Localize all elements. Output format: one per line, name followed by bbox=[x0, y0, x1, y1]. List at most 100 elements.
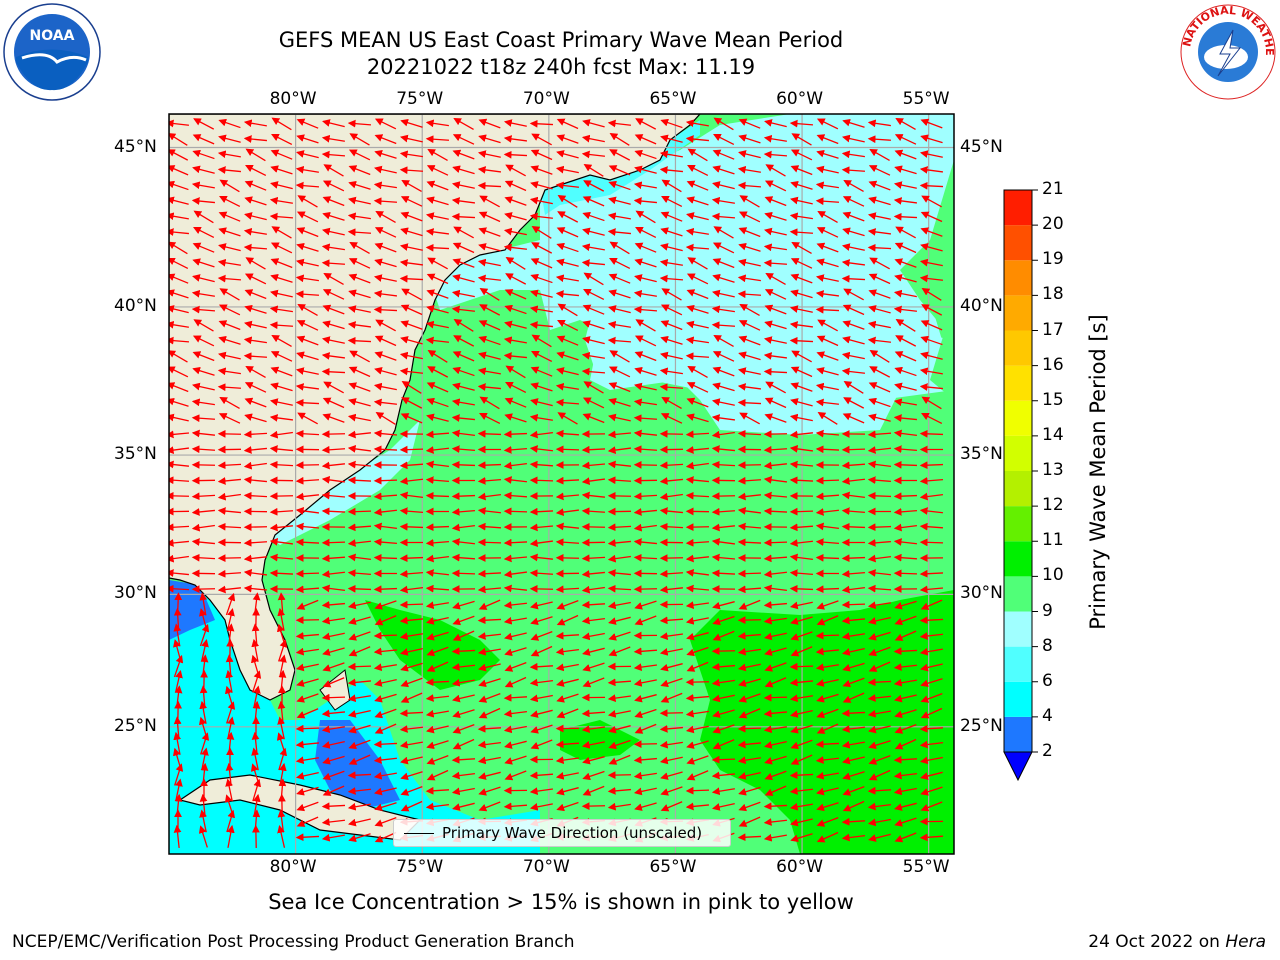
wave-arrow bbox=[426, 305, 449, 314]
wave-arrow bbox=[243, 538, 268, 547]
wave-arrow bbox=[243, 554, 268, 563]
wave-arrow bbox=[529, 569, 554, 578]
wave-arrow bbox=[218, 134, 241, 143]
wave-arrow bbox=[763, 538, 788, 547]
wave-arrow bbox=[399, 554, 424, 563]
wave-arrow bbox=[867, 320, 891, 329]
wave-arrow bbox=[295, 290, 320, 299]
wave-arrow bbox=[893, 429, 917, 438]
wave-arrow bbox=[789, 523, 814, 532]
wave-arrow bbox=[269, 507, 294, 516]
wave-arrow bbox=[712, 258, 735, 269]
wave-arrow bbox=[685, 523, 710, 532]
wave-arrow bbox=[503, 119, 527, 127]
wave-arrow bbox=[659, 150, 683, 159]
wave-arrow bbox=[921, 287, 942, 301]
wave-arrow bbox=[243, 119, 267, 128]
wave-arrow bbox=[322, 180, 345, 192]
wave-arrow bbox=[739, 195, 760, 208]
wave-arrow bbox=[400, 304, 423, 316]
wave-arrow bbox=[477, 538, 502, 547]
wave-arrow bbox=[348, 273, 371, 284]
wave-arrow bbox=[609, 241, 630, 255]
wave-arrow bbox=[451, 212, 476, 221]
wave-arrow bbox=[581, 243, 605, 252]
wave-arrow bbox=[192, 165, 215, 174]
wave-arrow bbox=[243, 336, 267, 345]
wave-arrow bbox=[451, 523, 475, 532]
wave-arrow bbox=[608, 366, 631, 378]
wave-arrow bbox=[452, 149, 475, 160]
wave-arrow bbox=[867, 336, 892, 345]
wave-arrow bbox=[919, 522, 944, 531]
wave-arrow bbox=[295, 429, 320, 438]
wave-arrow bbox=[426, 413, 449, 422]
wave-arrow bbox=[737, 476, 762, 485]
wave-arrow bbox=[607, 771, 632, 780]
wave-arrow bbox=[244, 304, 267, 314]
wave-arrow bbox=[607, 554, 631, 563]
wave-arrow bbox=[555, 445, 580, 454]
wave-arrow bbox=[271, 334, 292, 347]
wave-arrow bbox=[607, 446, 631, 454]
wave-arrow bbox=[451, 569, 476, 578]
wave-arrow bbox=[477, 461, 502, 470]
wave-arrow bbox=[711, 398, 735, 406]
wave-arrow bbox=[243, 227, 267, 236]
wave-arrow bbox=[426, 382, 449, 393]
wave-arrow bbox=[893, 289, 917, 298]
wave-arrow bbox=[192, 242, 215, 253]
wave-arrow bbox=[348, 366, 371, 378]
wave-arrow bbox=[919, 507, 944, 515]
wave-arrow bbox=[349, 133, 370, 146]
wave-arrow bbox=[894, 258, 917, 268]
wave-arrow bbox=[737, 165, 761, 174]
wave-arrow bbox=[191, 289, 215, 298]
wave-arrow bbox=[555, 165, 579, 174]
wave-arrow bbox=[867, 538, 892, 547]
wave-arrow bbox=[477, 258, 501, 267]
wave-arrow bbox=[816, 367, 839, 376]
wave-arrow bbox=[920, 320, 943, 331]
wave-arrow bbox=[555, 181, 580, 190]
colorbar-extend-triangle bbox=[1003, 751, 1033, 782]
wave-arrow bbox=[530, 289, 553, 298]
wave-arrow bbox=[426, 289, 449, 299]
wave-arrow bbox=[685, 243, 710, 252]
wave-arrow bbox=[478, 320, 501, 331]
wave-arrow bbox=[504, 320, 527, 329]
wave-arrow bbox=[633, 492, 658, 501]
wave-arrow bbox=[841, 585, 865, 594]
wave-arrow bbox=[737, 398, 762, 407]
wave-arrow bbox=[529, 539, 553, 547]
wave-arrow bbox=[169, 554, 189, 563]
wave-arrow bbox=[348, 149, 371, 161]
wave-arrow bbox=[169, 569, 190, 577]
wave-arrow bbox=[608, 382, 631, 393]
wave-arrow bbox=[842, 413, 865, 424]
wave-arrow bbox=[607, 460, 632, 469]
wave-arrow bbox=[609, 149, 631, 161]
wave-arrow bbox=[764, 180, 787, 192]
wave-arrow bbox=[217, 274, 242, 283]
wave-arrow bbox=[477, 585, 502, 594]
wave-arrow bbox=[322, 227, 345, 236]
wave-arrow bbox=[375, 319, 396, 332]
wave-arrow bbox=[895, 117, 916, 130]
wave-arrow bbox=[869, 349, 890, 363]
wave-arrow bbox=[529, 507, 554, 516]
lat-tick-label-left: 45°N bbox=[114, 136, 157, 157]
wave-arrow bbox=[893, 181, 917, 189]
wave-arrow bbox=[685, 430, 710, 439]
wave-arrow bbox=[583, 272, 604, 286]
wave-arrow bbox=[763, 632, 787, 641]
wave-arrow bbox=[373, 197, 398, 206]
wave-arrow bbox=[503, 445, 528, 454]
wave-arrow bbox=[348, 631, 371, 641]
wave-arrow bbox=[816, 600, 839, 610]
wave-arrow bbox=[790, 366, 813, 378]
lat-tick-label-left: 25°N bbox=[114, 715, 157, 736]
wave-arrow bbox=[712, 366, 735, 377]
ocean-field-straits bbox=[315, 720, 400, 810]
wave-arrow bbox=[581, 600, 606, 609]
